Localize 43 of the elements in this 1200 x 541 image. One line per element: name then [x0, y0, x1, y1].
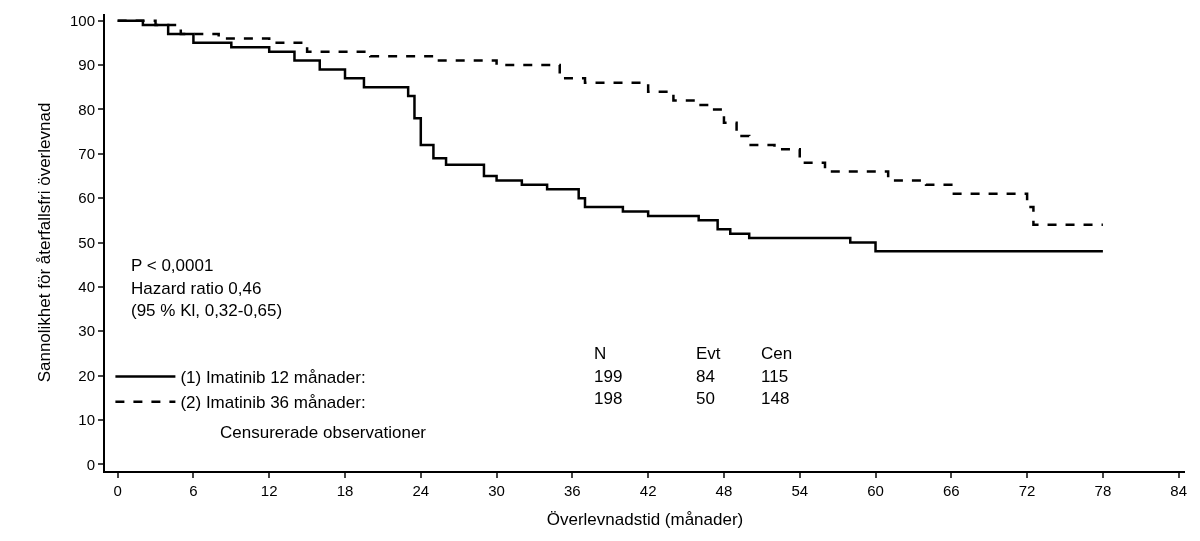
- x-tick-label: 30: [488, 482, 505, 499]
- y-tick-label: 90: [78, 56, 95, 74]
- annotation: 199: [594, 367, 623, 386]
- x-tick-label: 48: [715, 482, 733, 499]
- x-tick-label: 60: [867, 482, 884, 499]
- y-tick-label: 30: [78, 322, 95, 340]
- x-tick-label: 6: [189, 482, 198, 499]
- y-tick-label: 50: [78, 233, 95, 251]
- y-tick-label: 20: [78, 366, 95, 384]
- x-tick-label: 18: [336, 482, 354, 499]
- annotation: 84: [696, 367, 715, 386]
- x-tick-label: 54: [791, 482, 809, 499]
- annotation: Cen: [761, 344, 793, 363]
- annotation: Evt: [696, 344, 721, 363]
- legend-label: (2) Imatinib 36 månader:: [180, 393, 366, 413]
- y-tick-label: 60: [78, 189, 95, 207]
- annotation: 198: [594, 389, 623, 408]
- annotation: Hazard ratio 0,46: [131, 279, 262, 298]
- y-tick-label: 40: [78, 278, 95, 296]
- y-tick-label: 10: [78, 411, 95, 429]
- y-tick-label: 70: [78, 145, 95, 163]
- x-tick-label: 36: [564, 482, 581, 499]
- y-axis-title: Sannolikhet för återfallsfri överlevnad: [35, 102, 55, 383]
- x-tick-label: 84: [1170, 482, 1188, 499]
- y-tick-label: 100: [69, 11, 95, 29]
- legend-label: (1) Imatinib 12 månader:: [180, 368, 366, 388]
- y-tick-label: 0: [86, 455, 95, 473]
- x-tick-label: 66: [942, 482, 960, 499]
- x-tick-label: 0: [113, 482, 122, 499]
- x-tick-label: 24: [412, 482, 430, 499]
- annotation: 50: [696, 389, 715, 408]
- x-tick-label: 78: [1094, 482, 1112, 499]
- annotation: (95 % Kl, 0,32-0,65): [131, 301, 283, 320]
- annotation: 148: [761, 389, 790, 408]
- annotation: P < 0,0001: [131, 256, 214, 275]
- x-axis-title: Överlevnadstid (månader): [546, 509, 744, 529]
- y-tick-label: 80: [78, 100, 95, 118]
- annotation: 115: [761, 367, 789, 386]
- x-tick-label: 12: [260, 482, 278, 499]
- x-tick-label: 42: [639, 482, 657, 499]
- x-tick-label: 72: [1018, 482, 1036, 499]
- annotation: N: [594, 344, 607, 363]
- annotation: Censurerade observationer: [220, 423, 427, 442]
